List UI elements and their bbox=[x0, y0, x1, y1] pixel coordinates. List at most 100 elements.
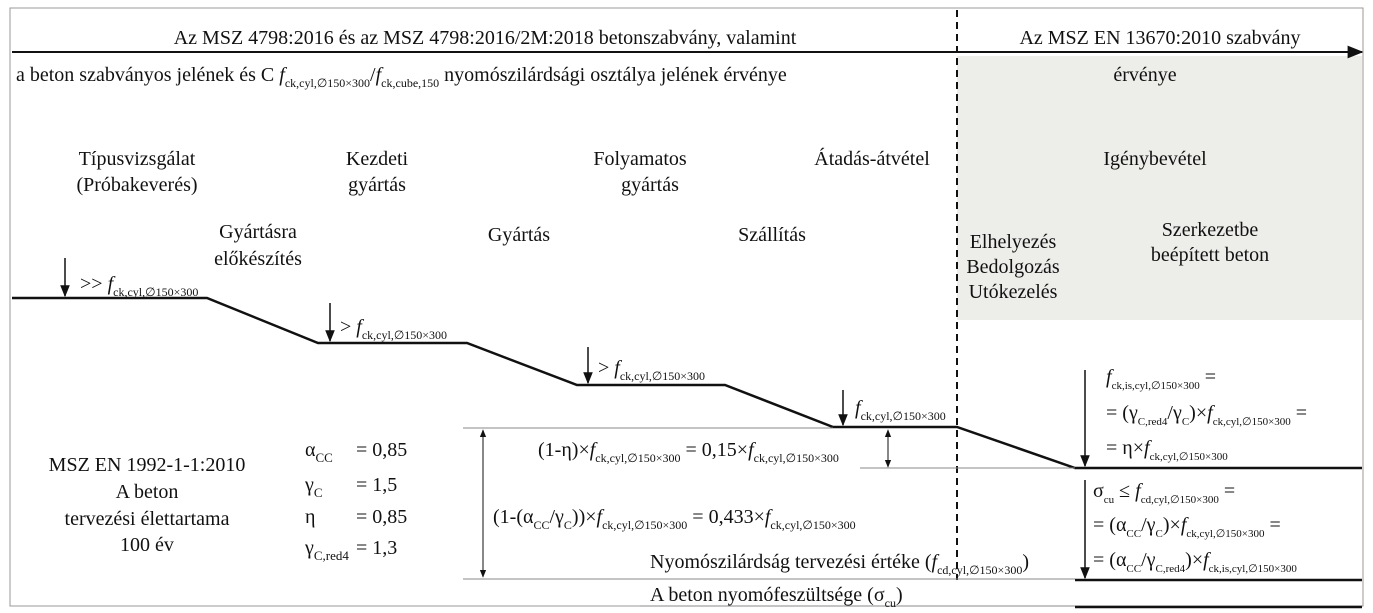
stress: A beton nyomófeszültsége (σcu) bbox=[650, 584, 903, 610]
text-part: C bbox=[564, 518, 572, 532]
parameter-symbol: η bbox=[305, 506, 315, 528]
text-part: f bbox=[1144, 437, 1152, 459]
parameter-value: = 0,85 bbox=[356, 506, 407, 528]
text-part: CC bbox=[1126, 528, 1141, 540]
parameter-value: = 1,5 bbox=[356, 474, 397, 496]
text-part: ck,cyl,∅150×300 bbox=[754, 451, 839, 465]
text-part: ck,cyl,∅150×300 bbox=[362, 328, 447, 342]
header: a beton szabványos jelének és C f ck,cyl,… bbox=[16, 64, 787, 90]
text-part: f bbox=[1203, 549, 1211, 571]
strength-level: fck,cyl,∅150×300 bbox=[855, 397, 946, 423]
text-part: )× bbox=[1163, 514, 1181, 536]
text-part: ck,cyl,∅150×300 bbox=[113, 285, 198, 299]
phase: Kezdeti bbox=[346, 148, 409, 170]
text-part: f bbox=[1207, 402, 1215, 424]
text-part: /γ bbox=[1141, 514, 1156, 536]
phase: Átadás-átvétel bbox=[814, 147, 930, 170]
text-part: ck,is,cyl,∅150×300 bbox=[1112, 380, 1201, 392]
header: érvénye bbox=[1113, 64, 1176, 86]
text-part: CC bbox=[533, 518, 549, 532]
text-part: ck,cyl,∅150×300 bbox=[602, 518, 687, 532]
text-part: / bbox=[370, 64, 376, 86]
text-part: α bbox=[305, 439, 316, 461]
in-situ-formula: = η×fck,cyl,∅150×300 bbox=[1106, 437, 1228, 463]
text-part: Nyomószilárdság tervezési értéke ( bbox=[650, 551, 932, 573]
activity: Szállítás bbox=[738, 224, 806, 246]
parameter-value: = 0,85 bbox=[356, 439, 407, 461]
activity: Utókezelés bbox=[969, 281, 1058, 303]
strength-level: > fck,cyl,∅150×300 bbox=[598, 357, 705, 383]
design-life: A beton bbox=[116, 481, 179, 503]
text-part: f bbox=[356, 316, 364, 338]
text-part: > bbox=[598, 357, 614, 379]
activity: beépített beton bbox=[1151, 244, 1269, 266]
text-part: = bbox=[1219, 480, 1235, 502]
phase: (Próbakeverés) bbox=[76, 174, 197, 196]
text-part: ck,is,cyl,∅150×300 bbox=[1209, 563, 1298, 575]
text-part: CC bbox=[1126, 563, 1141, 575]
design-formula: = (αCC/γC,red4)×fck,is,cyl,∅150×300 bbox=[1093, 549, 1297, 575]
text-part: f bbox=[597, 506, 605, 528]
text-part: ck,cyl,∅150×300 bbox=[1213, 416, 1292, 428]
text-part: C bbox=[314, 485, 323, 500]
activity: előkészítés bbox=[214, 248, 302, 270]
text-part: η bbox=[305, 506, 315, 528]
text-part: C bbox=[1156, 528, 1163, 540]
text-part: cd,cyl,∅150×300 bbox=[1141, 494, 1220, 506]
text-part: ck,cyl,∅150×300 bbox=[1150, 451, 1229, 463]
text-part: = bbox=[1264, 514, 1280, 536]
text-part: f bbox=[376, 64, 384, 86]
text-part: f bbox=[765, 506, 773, 528]
text-part: ck,cyl,∅150×300 bbox=[770, 518, 855, 532]
text-part: f bbox=[1106, 366, 1114, 388]
design-life: 100 év bbox=[120, 534, 174, 556]
text-part: ck,cyl,∅150×300 bbox=[285, 76, 370, 90]
in-situ-formula: = (γC,red4/γC)×fck,cyl,∅150×300 = bbox=[1106, 402, 1307, 428]
parameter-symbol: αCC bbox=[305, 439, 333, 465]
text-part: = η× bbox=[1106, 437, 1144, 459]
text-part: f bbox=[1135, 480, 1143, 502]
text-part: a beton szabványos jelének és C bbox=[16, 64, 279, 86]
phase: gyártás bbox=[348, 174, 406, 196]
text-part: γ bbox=[304, 474, 314, 496]
strength-level: > fck,cyl,∅150×300 bbox=[340, 316, 447, 342]
phase: gyártás bbox=[621, 174, 679, 196]
text-part: ≤ bbox=[1114, 480, 1135, 502]
text-part: = 0,15× bbox=[681, 439, 749, 461]
text-part: f bbox=[748, 439, 756, 461]
parameter-symbol: γC,red4 bbox=[304, 537, 349, 563]
text-part: = bbox=[1291, 402, 1307, 424]
text-part: ))× bbox=[572, 506, 597, 528]
header: Az MSZ EN 13670:2010 szabvány bbox=[1019, 27, 1300, 49]
text-part: = bbox=[1200, 366, 1216, 388]
text-part: = (γ bbox=[1106, 402, 1138, 424]
text-part: /γ bbox=[1167, 402, 1182, 424]
service-area bbox=[957, 56, 1362, 320]
design-formula: = (αCC/γC)×fck,cyl,∅150×300 = bbox=[1093, 514, 1281, 540]
text-part: = (α bbox=[1093, 549, 1127, 571]
activity: Szerkezetbe bbox=[1162, 219, 1259, 241]
text-part: )× bbox=[1189, 402, 1207, 424]
text-part: f bbox=[108, 273, 116, 295]
activity: Elhelyezés bbox=[970, 231, 1057, 253]
difference: (1-(αCC/γC))×fck,cyl,∅150×300 = 0,433×fc… bbox=[493, 506, 856, 532]
text-part: f bbox=[1181, 514, 1189, 536]
strength-level: >> fck,cyl,∅150×300 bbox=[80, 273, 198, 299]
text-part: σ bbox=[1093, 480, 1104, 502]
text-part: C bbox=[1182, 416, 1189, 428]
text-part: ck,cube,150 bbox=[381, 76, 439, 90]
text-part: C,red4 bbox=[314, 548, 350, 563]
activity: Gyártásra bbox=[219, 221, 297, 243]
phase: Folyamatos bbox=[593, 148, 687, 170]
text-part: A beton nyomófeszültsége (σ bbox=[650, 584, 885, 606]
text-part: nyomószilárdsági osztálya jelének érvény… bbox=[439, 64, 787, 86]
text-part: /γ bbox=[1141, 549, 1156, 571]
text-part: /γ bbox=[549, 506, 564, 528]
text-part: ck,cyl,∅150×300 bbox=[861, 409, 946, 423]
text-part: ck,cyl,∅150×300 bbox=[1186, 528, 1265, 540]
text-part: C,red4 bbox=[1156, 563, 1186, 575]
text-part: cu bbox=[885, 596, 896, 610]
text-part: = (α bbox=[1093, 514, 1127, 536]
phase: Igénybevétel bbox=[1103, 148, 1207, 170]
